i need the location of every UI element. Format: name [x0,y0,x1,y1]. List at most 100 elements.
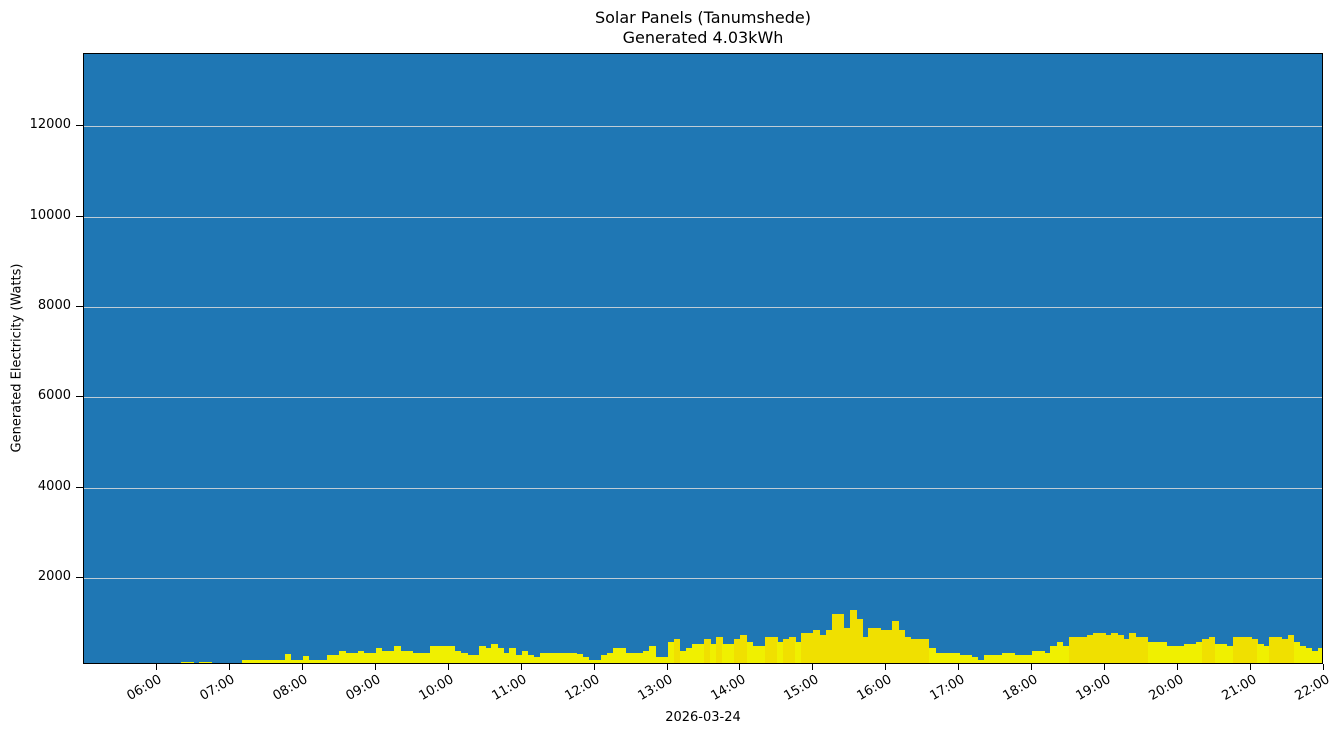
data-bar [1080,637,1088,663]
data-bar [242,659,249,663]
data-bar [886,630,894,663]
data-bar [618,648,626,663]
data-bar [716,637,723,663]
data-bar [1269,637,1276,663]
data-bar [868,628,875,663]
data-bar [1099,632,1106,663]
data-bar [448,646,456,663]
data-bar [928,648,936,663]
x-tick-label: 16:00 [854,672,895,704]
data-bar [807,632,814,663]
data-bar [387,650,395,663]
data-bar [272,659,280,663]
x-tick [1031,664,1033,670]
data-bar [278,659,286,663]
data-bar [375,648,383,663]
data-bar [1086,634,1094,663]
data-bar [545,652,553,663]
data-bar [661,657,669,663]
data-bar [941,652,948,663]
data-bar [1135,637,1143,663]
data-bar [655,657,663,663]
data-bar [837,614,845,663]
data-bar [345,652,353,663]
data-bar [406,650,413,663]
data-bar [321,659,328,663]
data-bar [1190,643,1197,663]
y-tick-label: 6000 [37,388,71,404]
y-tick [76,125,83,127]
data-bar [1001,652,1009,663]
x-tick-label: 17:00 [927,672,968,704]
data-bar [515,655,523,663]
x-tick-label: 19:00 [1073,672,1114,704]
data-bar [631,652,638,663]
data-bar [1208,637,1216,663]
data-bar [558,652,565,663]
x-tick-label: 06:00 [125,672,165,704]
data-bar [855,618,863,663]
y-tick-label: 4000 [37,478,71,494]
x-tick [228,664,230,670]
data-bar [1056,641,1064,663]
data-bar [333,655,340,663]
y-tick-label: 12000 [29,117,71,133]
data-bar [916,639,924,663]
data-bar [1281,639,1289,663]
data-bar [1105,634,1112,663]
data-bar [606,652,614,663]
x-tick [1250,664,1252,670]
data-bar [874,628,881,663]
data-bar [1165,646,1173,663]
x-tick [301,664,303,670]
data-bar [612,648,620,663]
data-bar [679,650,687,663]
data-bar [327,655,334,663]
data-bar [284,653,292,663]
data-bar [819,634,827,663]
chart-title-line2: Generated 4.03kWh [622,28,784,47]
data-bar [758,646,766,663]
data-bar [1202,639,1210,663]
data-bar [1068,637,1076,663]
data-bar [485,648,492,663]
data-bar [746,641,754,663]
data-bar [594,659,602,663]
data-bar [1032,650,1039,663]
data-bar [734,639,742,663]
data-bar [460,652,468,663]
data-bar [825,630,833,663]
data-bar [503,652,511,663]
data-bar [1196,641,1204,663]
data-bar [704,639,711,663]
data-bar [248,659,255,663]
data-bar [412,652,419,663]
data-bar [710,643,717,663]
data-bar [1129,632,1137,663]
data-bar [691,643,699,663]
gridline [84,216,1322,218]
data-bar [843,628,851,663]
data-bar [533,657,541,663]
data-bar [363,652,371,663]
data-bar [454,650,462,663]
data-bar [770,637,778,663]
data-bar [576,653,584,663]
data-bar [892,621,900,663]
data-bar [205,661,213,663]
y-tick-label: 2000 [37,569,71,585]
data-bar [527,655,535,663]
data-bar [521,650,529,663]
y-tick-label: 10000 [29,207,71,223]
data-bar [430,646,438,663]
data-bar [1287,634,1295,663]
data-bar [953,652,960,663]
data-bar [783,639,790,663]
data-bar [394,646,401,663]
x-tick [812,664,814,670]
data-bar [424,652,432,663]
data-bar [959,655,966,663]
data-bar [473,655,480,663]
data-bar [1123,639,1131,663]
data-bar [1220,643,1228,663]
